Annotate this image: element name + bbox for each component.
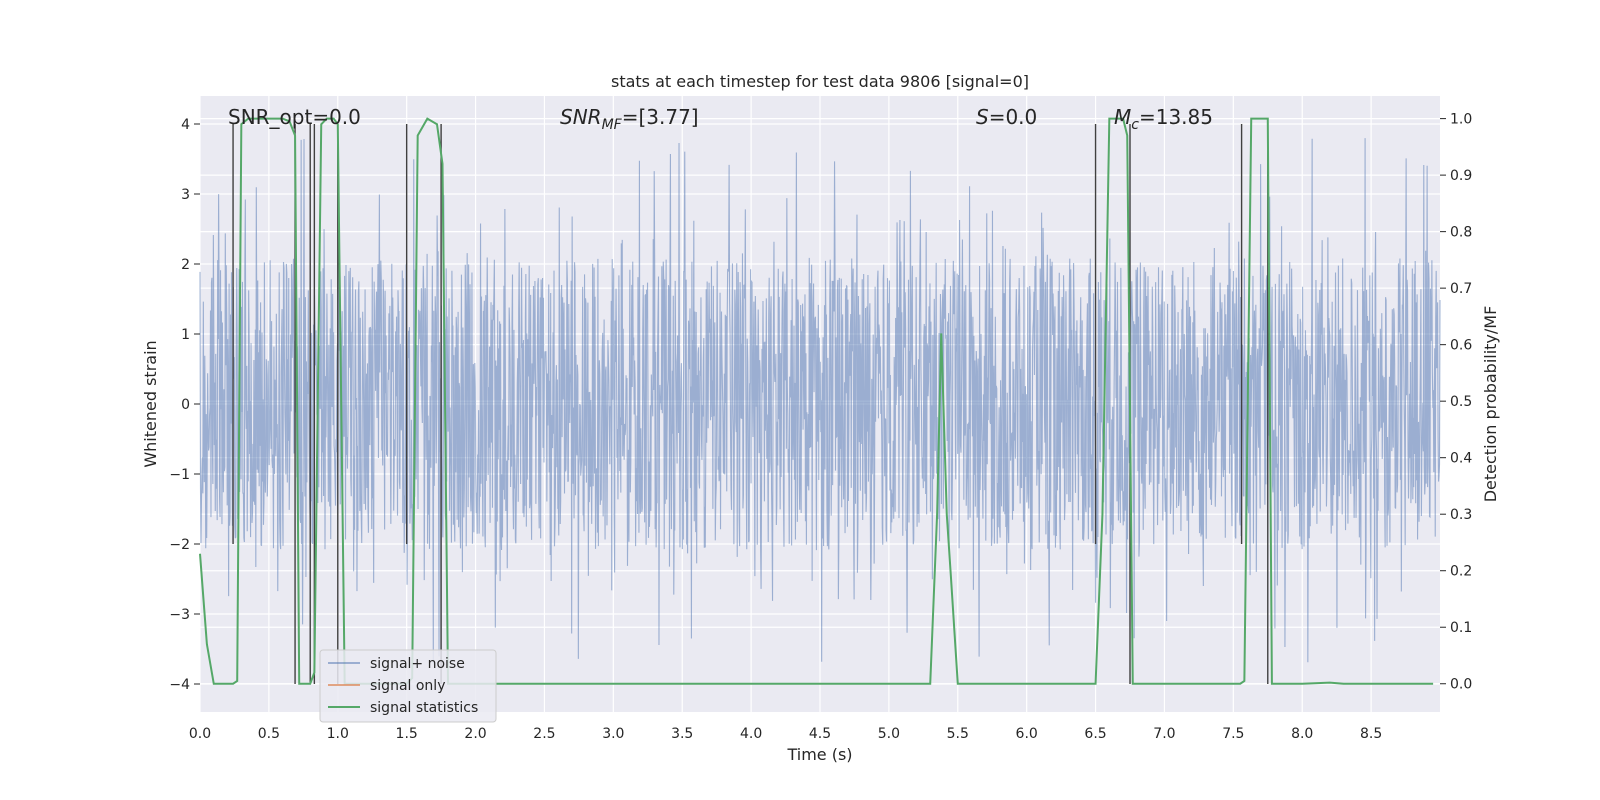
- annotation-s-value: =0.0: [989, 105, 1038, 129]
- y-left-tick-label: 1: [181, 327, 190, 343]
- x-tick-label: 5.5: [947, 726, 969, 742]
- chart-title: stats at each timestep for test data 980…: [611, 72, 1029, 91]
- y-left-tick-label: 0: [181, 397, 190, 413]
- x-tick-label: 4.5: [809, 726, 831, 742]
- x-tick-label: 2.5: [533, 726, 555, 742]
- y-left-tick-label: 2: [181, 257, 190, 273]
- x-tick-label: 3.5: [671, 726, 693, 742]
- x-axis-ticks: 0.0 0.5 1.0 1.5 2.0 2.5 3.0 3.5 4.0 4.5 5.0 5.5 6.0 6…: [189, 726, 1382, 742]
- x-tick-label: 2.0: [464, 726, 486, 742]
- y-axis-left-ticks: −4 −3 −2 −1 0 1 2 3 4: [169, 117, 200, 693]
- legend-box: [319, 649, 497, 723]
- y-left-tick-label: −4: [169, 677, 190, 693]
- legend: signal+ noise signal only signal statist…: [319, 649, 497, 723]
- legend-label-signal-only: signal only: [370, 678, 445, 694]
- annotation-snr-mf-value: =[3.77]: [622, 105, 699, 129]
- y-axis-right-ticks: 0.0 0.1 0.2 0.3 0.4 0.5 0.6 0.7 0.8 0.9 1.0: [1440, 112, 1472, 693]
- series-signal-statistics: [199, 117, 1434, 685]
- annotation-snr-opt: SNR_opt=0.0: [228, 105, 361, 129]
- x-tick-label: 8.5: [1360, 726, 1382, 742]
- y-right-tick-label: 0.0: [1450, 677, 1472, 693]
- y-axis-right-label: Detection probability/MF: [1481, 306, 1500, 503]
- annotation-snr-mf: SNRMF=[3.77]: [560, 105, 699, 133]
- x-tick-label: 7.5: [1222, 726, 1244, 742]
- y-right-tick-label: 0.2: [1450, 564, 1472, 580]
- y-right-tick-label: 0.5: [1450, 394, 1472, 410]
- annotation-mc-sub: c: [1131, 117, 1139, 133]
- x-tick-label: 6.5: [1084, 726, 1106, 742]
- y-right-tick-label: 0.6: [1450, 338, 1472, 354]
- y-right-tick-label: 0.8: [1450, 225, 1472, 241]
- annotation-mc-main: M: [1114, 105, 1131, 129]
- annotation-mc-value: =13.85: [1139, 105, 1213, 129]
- x-tick-label: 0.5: [258, 726, 280, 742]
- legend-label-signal-statistics: signal statistics: [370, 700, 478, 716]
- x-tick-label: 0.0: [189, 726, 211, 742]
- signal-statistics-line: [199, 117, 1434, 685]
- y-right-tick-label: 0.4: [1450, 451, 1472, 467]
- x-tick-label: 7.0: [1153, 726, 1175, 742]
- x-tick-label: 3.0: [602, 726, 624, 742]
- x-tick-label: 5.0: [878, 726, 900, 742]
- y-left-tick-label: −2: [169, 537, 190, 553]
- annotation-snr-mf-main: SNR: [560, 105, 602, 129]
- y-right-tick-label: 0.1: [1450, 620, 1472, 636]
- y-left-tick-label: 4: [181, 117, 190, 133]
- annotation-mc: Mc=13.85: [1114, 105, 1213, 133]
- x-tick-label: 1.0: [327, 726, 349, 742]
- annotation-snr-mf-sub: MF: [602, 117, 623, 133]
- y-right-tick-label: 1.0: [1450, 112, 1472, 128]
- annotation-s: S=0.0: [976, 105, 1037, 129]
- x-axis-label: Time (s): [786, 745, 852, 764]
- y-left-tick-label: −3: [169, 607, 190, 623]
- y-left-tick-label: −1: [169, 467, 190, 483]
- y-left-tick-label: 3: [181, 187, 190, 203]
- x-tick-label: 4.0: [740, 726, 762, 742]
- x-tick-label: 6.0: [1016, 726, 1038, 742]
- y-axis-left-label: Whitened strain: [141, 340, 160, 467]
- annotation-s-main: S: [976, 105, 989, 129]
- y-right-tick-label: 0.9: [1450, 168, 1472, 184]
- y-right-tick-label: 0.3: [1450, 507, 1472, 523]
- legend-label-signal-plus-noise: signal+ noise: [370, 656, 465, 672]
- x-tick-label: 8.0: [1291, 726, 1313, 742]
- y-right-tick-label: 0.7: [1450, 281, 1472, 297]
- x-tick-label: 1.5: [396, 726, 418, 742]
